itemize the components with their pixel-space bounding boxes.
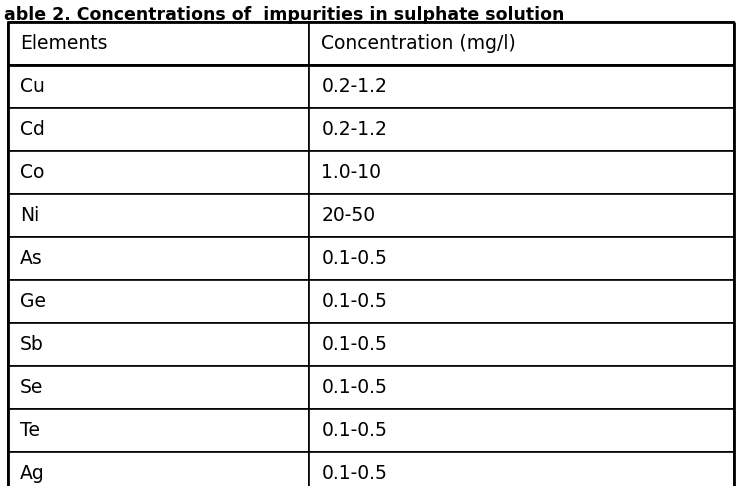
Text: As: As	[20, 249, 43, 268]
Text: Ni: Ni	[20, 206, 39, 225]
Text: Concentration (mg/l): Concentration (mg/l)	[321, 34, 516, 53]
Text: Cu: Cu	[20, 77, 45, 96]
Text: 0.1-0.5: 0.1-0.5	[321, 249, 387, 268]
Text: Te: Te	[20, 421, 40, 440]
Text: able 2. Concentrations of  impurities in sulphate solution: able 2. Concentrations of impurities in …	[4, 6, 565, 24]
Text: Ag: Ag	[20, 464, 45, 483]
Text: Sb: Sb	[20, 335, 44, 354]
Text: Cd: Cd	[20, 120, 45, 139]
Text: 0.2-1.2: 0.2-1.2	[321, 77, 387, 96]
Text: 0.1-0.5: 0.1-0.5	[321, 292, 387, 311]
Text: Ge: Ge	[20, 292, 46, 311]
Text: Elements: Elements	[20, 34, 108, 53]
Text: 0.1-0.5: 0.1-0.5	[321, 378, 387, 397]
Text: 0.1-0.5: 0.1-0.5	[321, 464, 387, 483]
Text: 1.0-10: 1.0-10	[321, 163, 381, 182]
Text: 20-50: 20-50	[321, 206, 375, 225]
Text: 0.1-0.5: 0.1-0.5	[321, 421, 387, 440]
Text: Co: Co	[20, 163, 45, 182]
Text: Se: Se	[20, 378, 43, 397]
Text: 0.1-0.5: 0.1-0.5	[321, 335, 387, 354]
Text: 0.2-1.2: 0.2-1.2	[321, 120, 387, 139]
